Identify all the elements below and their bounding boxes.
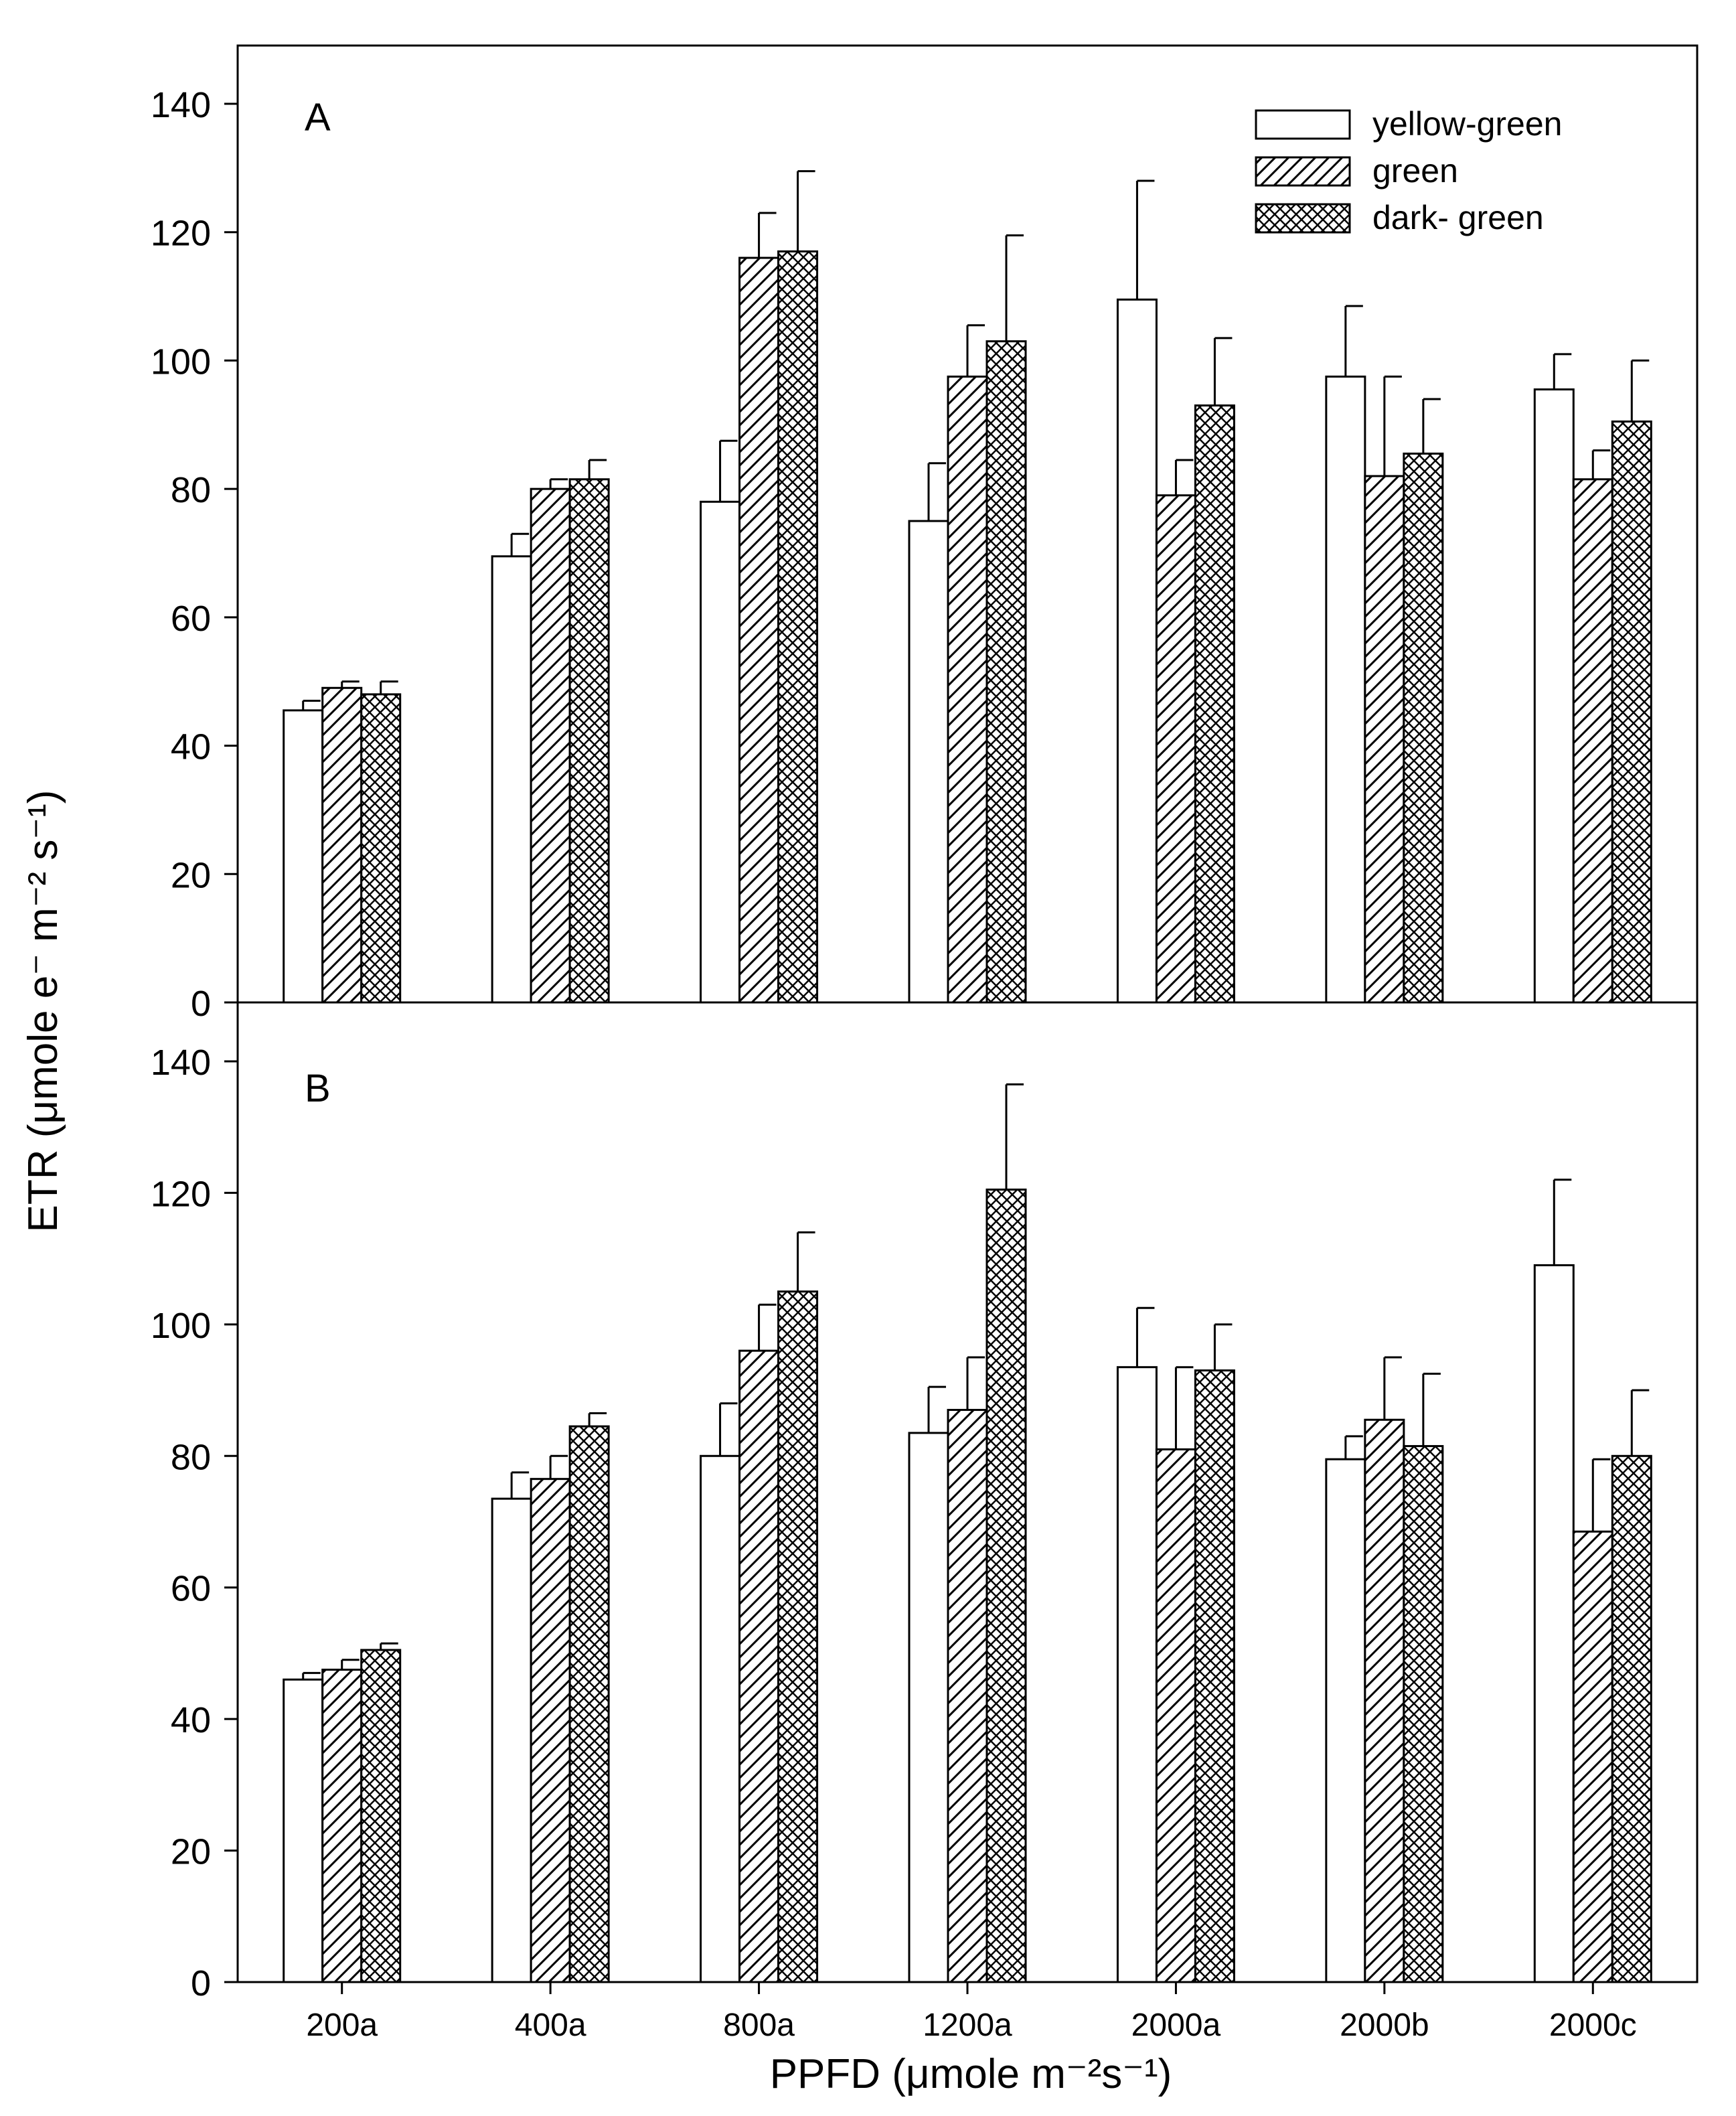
panel-a-bar-green bbox=[1364, 475, 1405, 1004]
panel-b-bar-green bbox=[738, 1349, 780, 1983]
panel-b-bar-yellow-green bbox=[1116, 1366, 1158, 1983]
panel-a-bar-yellow-green bbox=[1533, 388, 1575, 1004]
panel-b-bar-green bbox=[530, 1478, 571, 1983]
plot-layer: 0 20 40 60 80 100 120 140 0 20 40 60 80 100 120 140 200a… bbox=[151, 44, 1699, 2043]
panel-a-bar-green bbox=[321, 686, 363, 1004]
panel-a-bar-yellow-green bbox=[1116, 298, 1158, 1004]
panel-a-bar-yellow-green bbox=[1325, 375, 1366, 1004]
panel-b-y-tick-label: 80 bbox=[171, 1437, 211, 1477]
panel-a-y-tick-label: 40 bbox=[171, 727, 211, 767]
panel-b-y-tick-label: 40 bbox=[171, 1700, 211, 1740]
panel-b-bar-dark-green bbox=[568, 1425, 610, 1983]
y-axis-title: ETR (μmole e⁻ m⁻² s⁻¹) bbox=[20, 790, 66, 1233]
panel-b-bar-dark-green bbox=[985, 1189, 1027, 1983]
panel-b-bar-dark-green bbox=[360, 1649, 402, 1983]
panel-a-bar-dark-green bbox=[568, 478, 610, 1004]
x-tick-label: 1200a bbox=[923, 2008, 1012, 2043]
panel-b-bar-yellow-green bbox=[908, 1432, 949, 1983]
panel-a-plot: 0 20 40 60 80 100 120 140 bbox=[151, 44, 1699, 1024]
panel-a-bar-dark-green bbox=[1403, 452, 1444, 1004]
x-tick-label: 200a bbox=[306, 2008, 378, 2043]
panel-b-y-tick-label: 120 bbox=[151, 1174, 211, 1214]
panel-b-bar-yellow-green bbox=[283, 1678, 324, 1983]
panel-a-bar-dark-green bbox=[1611, 420, 1652, 1004]
legend-label-dark-green: dark- green bbox=[1372, 199, 1544, 236]
panel-a-bar-dark-green bbox=[985, 340, 1027, 1004]
panel-a-y-tick-label: 120 bbox=[151, 214, 211, 254]
panel-b-label: B bbox=[305, 1067, 331, 1110]
panel-b-bar-green bbox=[1572, 1530, 1613, 1983]
panel-a-bar-dark-green bbox=[360, 693, 402, 1004]
panel-b-bar-yellow-green bbox=[491, 1497, 532, 1983]
x-tick-label: 2000a bbox=[1131, 2008, 1221, 2043]
panel-a-bar-dark-green bbox=[1194, 404, 1235, 1004]
panel-a-bar-yellow-green bbox=[491, 555, 532, 1004]
panel-b-y-tick-label: 0 bbox=[191, 1963, 211, 2004]
x-tick-label: 800a bbox=[723, 2008, 795, 2043]
x-tick-label: 400a bbox=[515, 2008, 586, 2043]
panel-a-bar-green bbox=[947, 375, 988, 1004]
panel-b-y-tick-label: 20 bbox=[171, 1832, 211, 1872]
panel-a-y-tick-label: 140 bbox=[151, 85, 211, 125]
legend-label-yellow-green: yellow-green bbox=[1372, 105, 1562, 143]
legend-swatch-green bbox=[1255, 156, 1351, 187]
panel-a-label: A bbox=[305, 96, 331, 139]
x-axis-title: PPFD (μmole m⁻²s⁻¹) bbox=[770, 2051, 1172, 2097]
panel-a-y-tick-label: 0 bbox=[191, 984, 211, 1024]
panel-a-bar-yellow-green bbox=[908, 520, 949, 1004]
panel-b-y-tick-label: 140 bbox=[151, 1043, 211, 1083]
panel-b-bar-dark-green bbox=[777, 1290, 819, 1983]
panel-a-y-tick-label: 20 bbox=[171, 855, 211, 895]
panel-b-bar-green bbox=[947, 1409, 988, 1983]
panel-a-bar-green bbox=[1572, 478, 1613, 1004]
panel-b-bar-green bbox=[321, 1668, 363, 1983]
panel-b-bar-dark-green bbox=[1194, 1369, 1235, 1983]
x-tick-label: 2000c bbox=[1549, 2008, 1637, 2043]
panel-a-bar-green bbox=[738, 256, 780, 1004]
legend-label-green: green bbox=[1372, 152, 1458, 190]
panel-b-bar-yellow-green bbox=[1533, 1264, 1575, 1983]
panel-a-y-tick-label: 80 bbox=[171, 470, 211, 510]
legend-swatch-dark-green bbox=[1255, 203, 1351, 234]
panel-b-bar-dark-green bbox=[1611, 1454, 1652, 1983]
panel-b-bar-dark-green bbox=[1403, 1445, 1444, 1983]
panel-b-bar-green bbox=[1155, 1448, 1196, 1983]
panel-b-plot: 0 20 40 60 80 100 120 140 200a 400a 800a 1200a 2000a… bbox=[151, 1001, 1699, 2043]
panel-b-y-tick-label: 60 bbox=[171, 1569, 211, 1609]
panel-a-y-tick-label: 100 bbox=[151, 342, 211, 382]
panel-a-bar-dark-green bbox=[777, 250, 819, 1004]
panel-b-bar-yellow-green bbox=[700, 1454, 741, 1983]
panel-a-bar-yellow-green bbox=[283, 709, 324, 1004]
x-tick-label: 2000b bbox=[1340, 2008, 1429, 2043]
panel-b-bar-yellow-green bbox=[1325, 1458, 1366, 1983]
panel-b-bar-green bbox=[1364, 1418, 1405, 1983]
legend-swatch-yellow-green bbox=[1255, 109, 1351, 140]
panel-a-bar-green bbox=[530, 487, 571, 1004]
panel-a-y-tick-label: 60 bbox=[171, 599, 211, 639]
panel-b-y-tick-label: 100 bbox=[151, 1306, 211, 1346]
panel-a-bar-green bbox=[1155, 494, 1196, 1004]
legend: yellow-green green dark- green bbox=[1255, 105, 1562, 236]
panel-a-bar-yellow-green bbox=[700, 500, 741, 1004]
